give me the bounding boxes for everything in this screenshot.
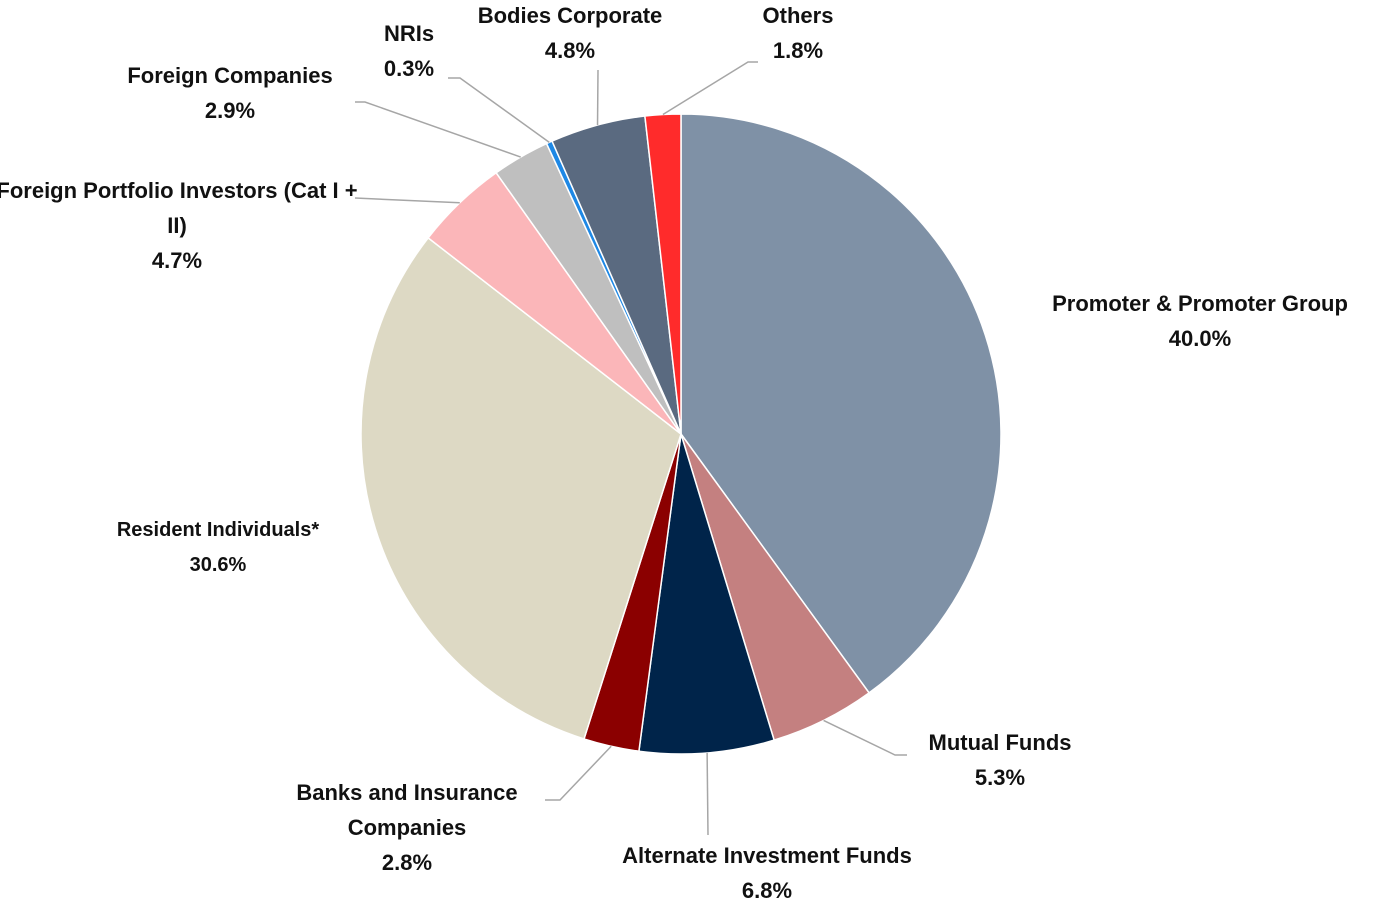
value-label: 1.8% <box>772 38 824 63</box>
category-label: Foreign Companies <box>127 63 333 88</box>
pie-slice <box>360 236 682 740</box>
slice-label: Others 1.8% <box>763 0 834 68</box>
category-label: Promoter & Promoter Group <box>1052 291 1348 316</box>
category-label: Bodies Corporate <box>477 3 663 28</box>
value-label: 30.6% <box>189 554 247 576</box>
value-label: 4.8% <box>544 38 596 63</box>
category-label: Resident Individuals* <box>116 519 320 541</box>
slice-label: Banks and Insurance Companies 2.8% <box>262 775 552 880</box>
value-label: 40.0% <box>1168 326 1232 351</box>
slice-label: Mutual Funds 5.3% <box>929 725 1072 795</box>
category-label: Alternate Investment Funds <box>622 843 912 868</box>
value-label: 5.3% <box>974 765 1026 790</box>
pie-slice <box>680 113 1002 694</box>
category-label: NRIs <box>383 21 435 46</box>
category-label: Foreign Portfolio Investors (Cat I + II) <box>0 178 358 238</box>
pie-slice <box>638 433 776 755</box>
value-label: 2.8% <box>381 850 433 875</box>
leader-line <box>545 745 612 801</box>
leader-line <box>355 101 521 158</box>
value-label: 6.8% <box>741 878 793 903</box>
slice-label: Resident Individuals* 30.6% <box>117 513 319 583</box>
slice-label: Alternate Investment Funds 6.8% <box>622 838 912 903</box>
leader-line <box>823 719 907 756</box>
slice-label: Bodies Corporate 4.8% <box>478 0 663 68</box>
leader-line <box>354 197 460 204</box>
value-label: 4.7% <box>151 248 203 273</box>
leader-line <box>448 77 550 143</box>
category-label: Banks and Insurance Companies <box>296 780 518 840</box>
value-label: 2.9% <box>204 98 256 123</box>
slice-label: Foreign Portfolio Investors (Cat I + II)… <box>0 173 362 278</box>
slice-label: NRIs 0.3% <box>384 16 434 86</box>
category-label: Others <box>762 3 834 28</box>
value-label: 0.3% <box>383 56 435 81</box>
slice-label: Foreign Companies 2.9% <box>127 58 332 128</box>
leader-line <box>662 61 758 116</box>
slice-label: Promoter & Promoter Group 40.0% <box>1052 286 1348 356</box>
category-label: Mutual Funds <box>928 730 1072 755</box>
leader-line <box>706 752 709 836</box>
